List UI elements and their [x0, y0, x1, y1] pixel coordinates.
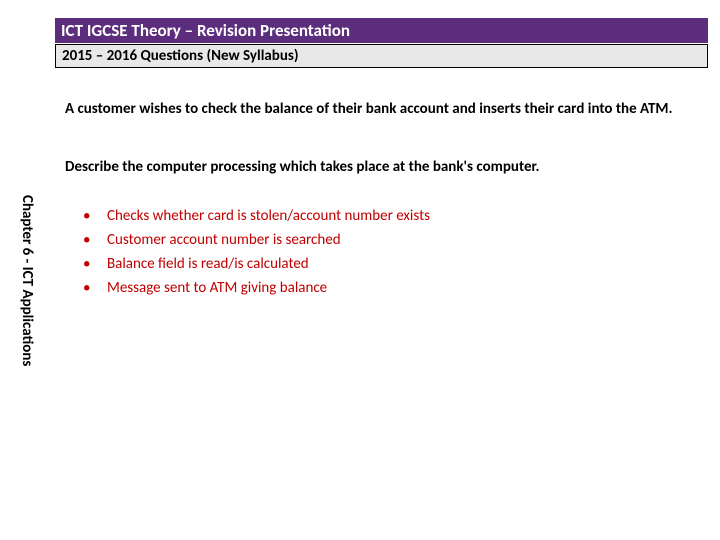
header-title: ICT IGCSE Theory – Revision Presentation — [61, 20, 702, 41]
sidebar-chapter-label: Chapter 6 - ICT Applications — [18, 195, 36, 366]
header-bar: ICT IGCSE Theory – Revision Presentation — [55, 18, 708, 43]
content-area: A customer wishes to check the balance o… — [65, 100, 690, 300]
list-item: Message sent to ATM giving balance — [83, 276, 690, 300]
subtitle-bar: 2015 – 2016 Questions (New Syllabus) — [55, 44, 708, 68]
list-item: Checks whether card is stolen/account nu… — [83, 204, 690, 228]
list-item: Customer account number is searched — [83, 228, 690, 252]
list-item: Balance field is read/is calculated — [83, 252, 690, 276]
subtitle-text: 2015 – 2016 Questions (New Syllabus) — [62, 47, 701, 65]
intro-paragraph: A customer wishes to check the balance o… — [65, 100, 690, 120]
prompt-paragraph: Describe the computer processing which t… — [65, 158, 690, 176]
bullet-list: Checks whether card is stolen/account nu… — [65, 204, 690, 300]
